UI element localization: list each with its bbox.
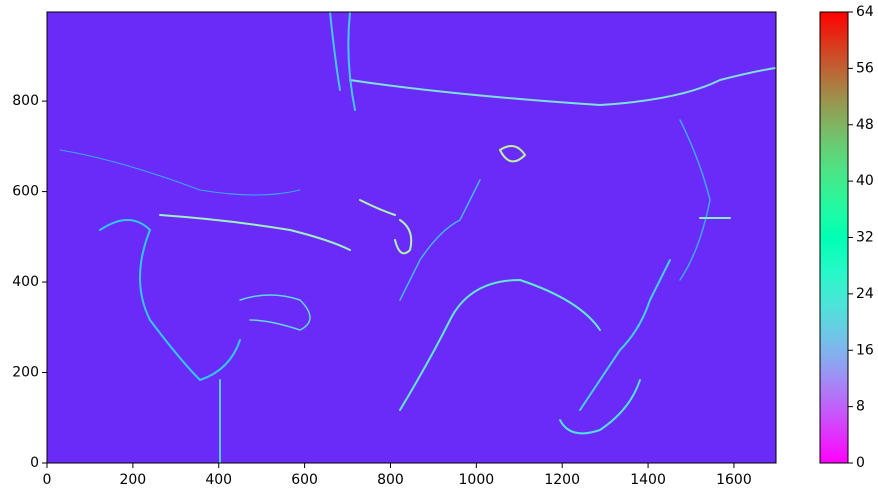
x-tick-label: 800: [377, 472, 404, 488]
colorbar-tick-label: 56: [856, 60, 874, 76]
x-tick-label: 1200: [544, 472, 580, 488]
colorbar-tick-label: 16: [856, 342, 874, 358]
colorbar-tick-label: 24: [856, 286, 874, 302]
colorbar-tick-label: 40: [856, 173, 874, 189]
y-tick-label: 800: [12, 93, 39, 109]
y-tick-label: 600: [12, 184, 39, 200]
colorbar-tick-label: 64: [856, 4, 874, 20]
x-tick-label: 200: [119, 472, 146, 488]
chart: 0200400600800100012001400160002004006008…: [0, 0, 878, 492]
x-tick-label: 600: [291, 472, 318, 488]
colorbar-tick-label: 0: [856, 455, 865, 471]
colorbar: [820, 12, 848, 463]
x-tick-label: 1600: [716, 472, 752, 488]
colorbar-tick-label: 32: [856, 230, 874, 246]
x-tick-label: 0: [43, 472, 52, 488]
y-tick-label: 0: [30, 455, 39, 471]
y-tick-label: 200: [12, 365, 39, 381]
x-tick-label: 400: [205, 472, 232, 488]
colorbar-tick-label: 8: [856, 399, 865, 415]
colorbar-tick-label: 48: [856, 117, 874, 133]
x-tick-label: 1000: [459, 472, 495, 488]
y-tick-label: 400: [12, 274, 39, 290]
x-tick-label: 1400: [630, 472, 666, 488]
